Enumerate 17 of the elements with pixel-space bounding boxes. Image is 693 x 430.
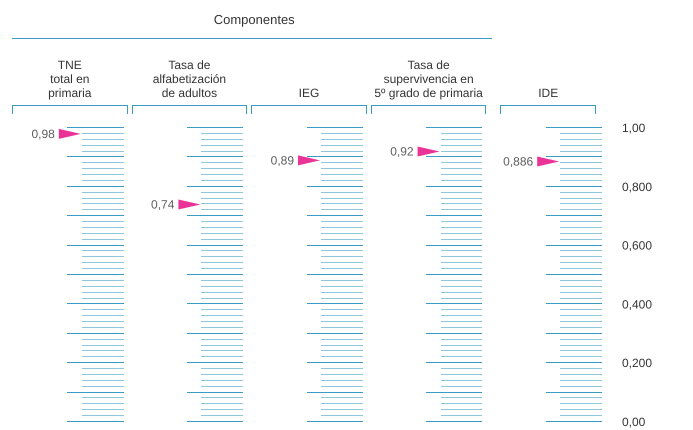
y-tick-label: 0,800 [622, 180, 652, 194]
x-tick-label: Tasa de supervivencia en 5º grado de primaria [374, 58, 484, 100]
y-tick-label: 0,400 [622, 297, 652, 312]
x-tick-label: TNE total en primaria [48, 58, 92, 100]
data-label: 0,98 [31, 126, 56, 141]
x-tick-label: IDE [538, 86, 558, 100]
data-label: 0,886 [503, 154, 534, 169]
x-tick-label: Tasa de alfabetización de adultos [152, 58, 226, 100]
y-tick-label: 1,00 [622, 121, 646, 135]
text: Componentes [214, 12, 296, 27]
y-tick-label: 0,200 [622, 356, 652, 370]
y-tick-label: 0,600 [622, 238, 652, 253]
data-label: 0,89 [270, 153, 294, 168]
data-label: 0,92 [390, 144, 414, 159]
y-tick-label: 0,00 [622, 415, 646, 429]
data-label: 0,74 [151, 197, 175, 212]
x-tick-label: IEG [298, 86, 320, 100]
